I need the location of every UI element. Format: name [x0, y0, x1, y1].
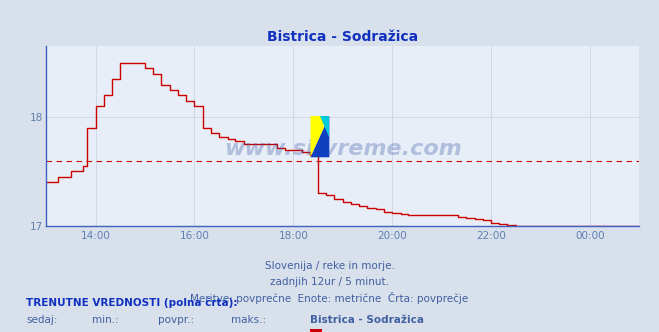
Text: TRENUTNE VREDNOSTI (polna črta):: TRENUTNE VREDNOSTI (polna črta):	[26, 297, 238, 308]
Text: Bistrica - Sodražica: Bistrica - Sodražica	[310, 315, 424, 325]
Text: www.si-vreme.com: www.si-vreme.com	[224, 139, 461, 159]
Text: min.:: min.:	[92, 315, 119, 325]
Polygon shape	[310, 116, 330, 157]
Title: Bistrica - Sodražica: Bistrica - Sodražica	[267, 30, 418, 44]
Text: povpr.:: povpr.:	[158, 315, 194, 325]
Polygon shape	[320, 116, 330, 137]
Text: Slovenija / reke in morje.: Slovenija / reke in morje.	[264, 261, 395, 271]
Text: zadnjih 12ur / 5 minut.: zadnjih 12ur / 5 minut.	[270, 277, 389, 287]
Text: Meritve: povprečne  Enote: metrične  Črta: povprečje: Meritve: povprečne Enote: metrične Črta:…	[190, 292, 469, 304]
Text: maks.:: maks.:	[231, 315, 266, 325]
Polygon shape	[310, 116, 330, 157]
Text: sedaj:: sedaj:	[26, 315, 58, 325]
